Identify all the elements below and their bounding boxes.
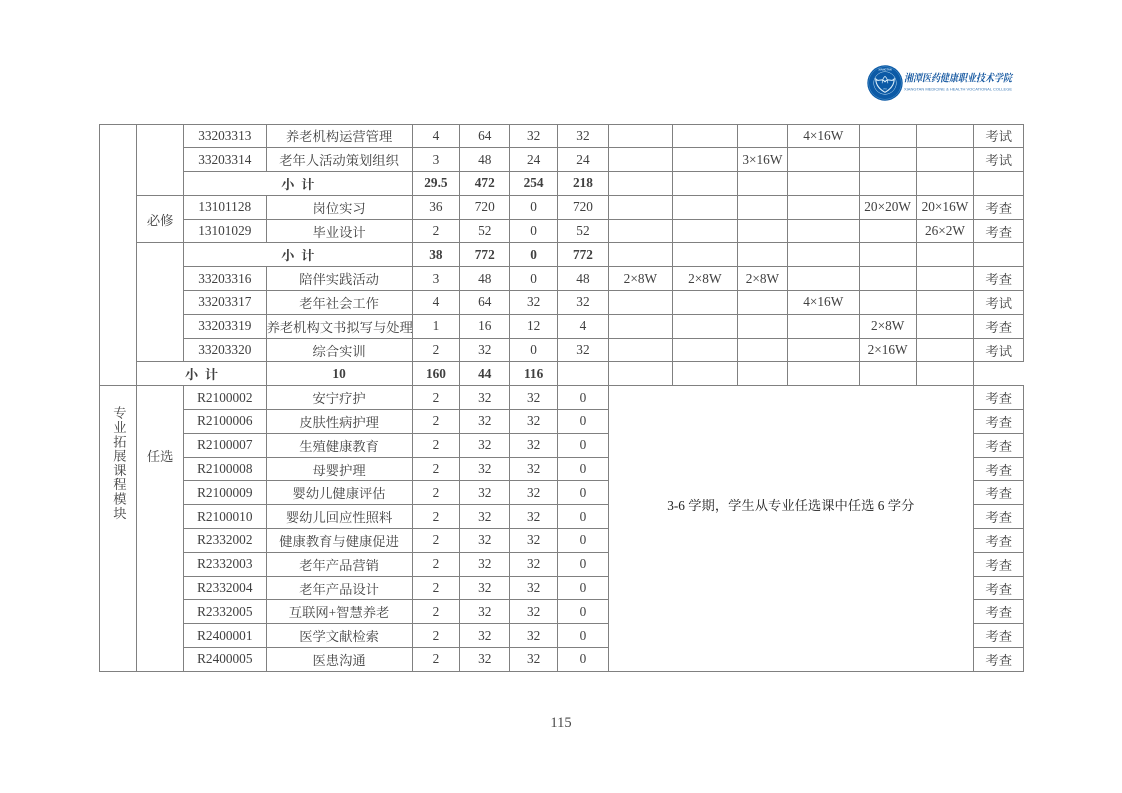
svg-text:XIANGTAN MEDICINE & HEALTH VOC: XIANGTAN MEDICINE & HEALTH VOCATIONAL CO… [904, 87, 1012, 92]
svg-text:XIANGTAN: XIANGTAN [878, 67, 891, 71]
svg-text:湘潭医药健康职业技术学院: 湘潭医药健康职业技术学院 [904, 72, 1014, 85]
